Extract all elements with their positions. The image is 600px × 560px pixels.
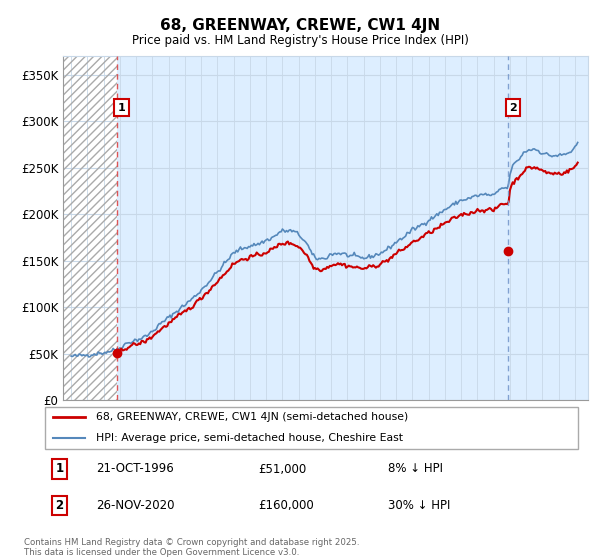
FancyBboxPatch shape	[45, 407, 578, 449]
Text: £160,000: £160,000	[258, 499, 314, 512]
Text: 1: 1	[56, 463, 64, 475]
Text: 2: 2	[509, 102, 517, 113]
Text: 8% ↓ HPI: 8% ↓ HPI	[388, 463, 443, 475]
Text: £51,000: £51,000	[258, 463, 306, 475]
Text: 26-NOV-2020: 26-NOV-2020	[96, 499, 175, 512]
Bar	[63, 56, 116, 400]
Text: 21-OCT-1996: 21-OCT-1996	[96, 463, 174, 475]
Text: 68, GREENWAY, CREWE, CW1 4JN (semi-detached house): 68, GREENWAY, CREWE, CW1 4JN (semi-detac…	[96, 412, 408, 422]
Bar	[63, 56, 116, 400]
Text: 30% ↓ HPI: 30% ↓ HPI	[388, 499, 450, 512]
Text: HPI: Average price, semi-detached house, Cheshire East: HPI: Average price, semi-detached house,…	[96, 433, 403, 444]
Text: 1: 1	[118, 102, 125, 113]
Text: Price paid vs. HM Land Registry's House Price Index (HPI): Price paid vs. HM Land Registry's House …	[131, 34, 469, 47]
Text: Contains HM Land Registry data © Crown copyright and database right 2025.
This d: Contains HM Land Registry data © Crown c…	[24, 538, 359, 557]
Text: 68, GREENWAY, CREWE, CW1 4JN: 68, GREENWAY, CREWE, CW1 4JN	[160, 18, 440, 32]
Text: 2: 2	[56, 499, 64, 512]
